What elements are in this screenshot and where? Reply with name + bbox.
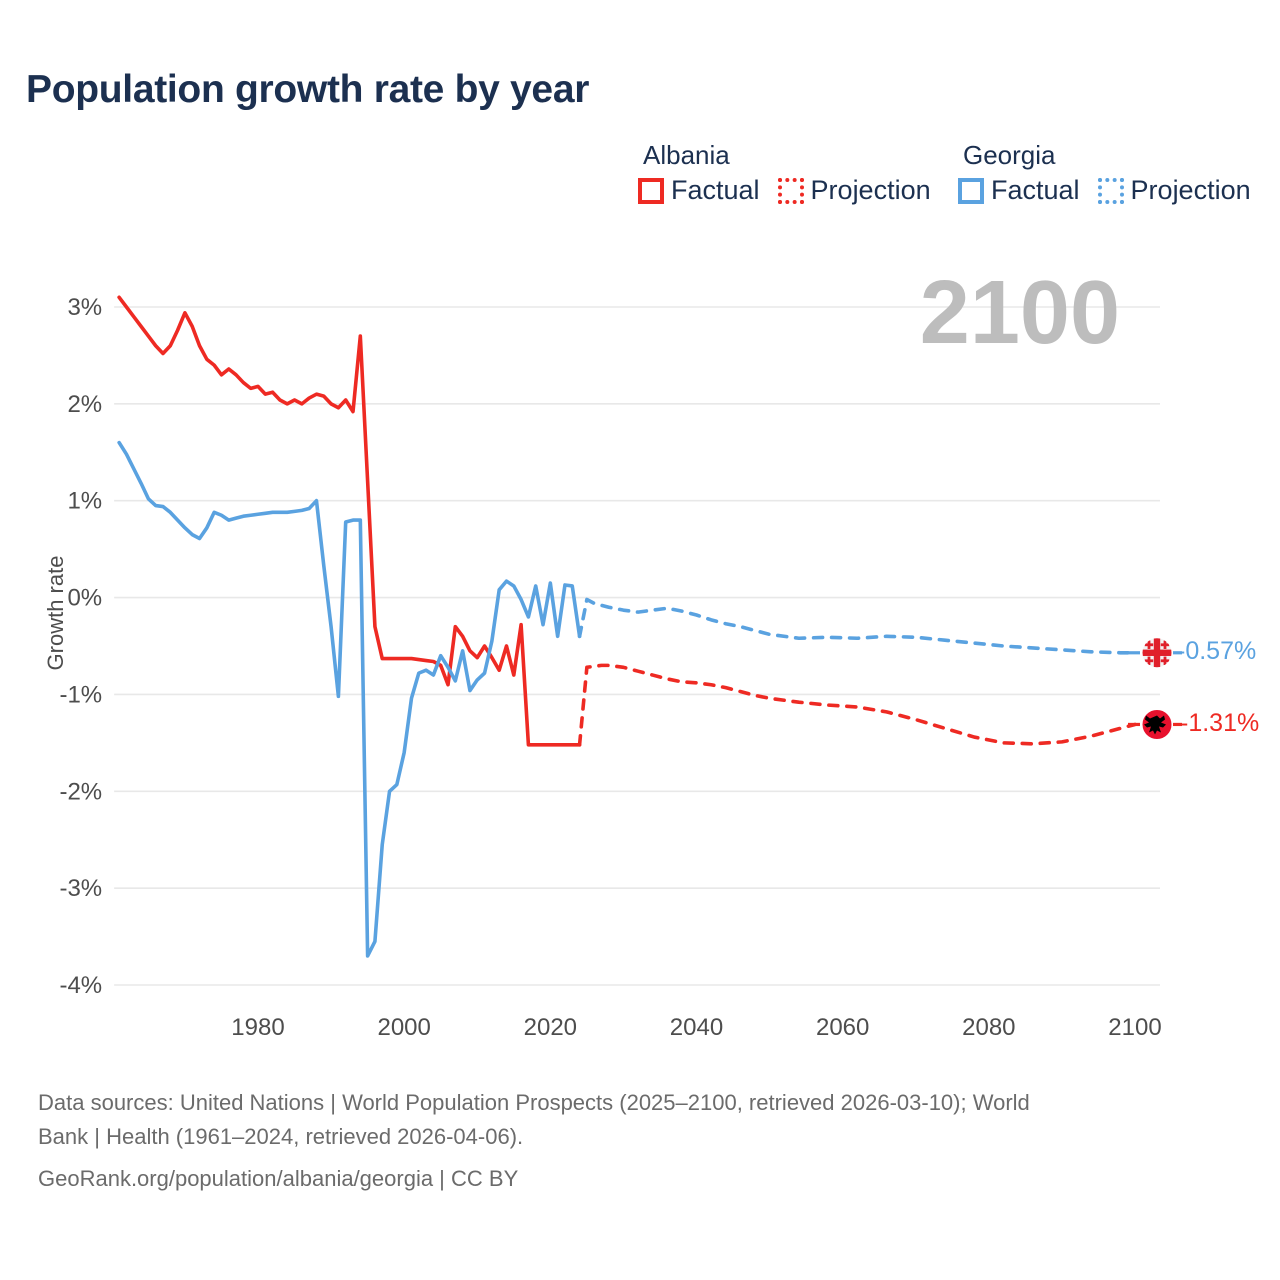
legend-label-albania-projection: Projection <box>810 175 931 205</box>
flag-icon-albania <box>1142 709 1172 740</box>
y-axis-tick-label: -2% <box>59 778 102 805</box>
y-axis-tick-label: 3% <box>67 294 102 321</box>
footer-line-2: Bank | Health (1961–2024, retrieved 2026… <box>38 1124 524 1150</box>
legend-country-georgia: Georgia <box>963 140 1056 170</box>
y-axis-tick-label: -3% <box>59 875 102 902</box>
legend-group-albania: Albania Factual Projection <box>638 140 958 206</box>
legend-swatch-solid-icon <box>958 177 984 204</box>
y-axis-title: Growth rate <box>43 555 68 671</box>
series-line-albania-factual <box>117 295 582 747</box>
legend-label-georgia-projection: Projection <box>1130 175 1251 205</box>
endpoint-label-albania: -1.31% <box>1180 709 1260 737</box>
y-axis-tick-label: 0% <box>67 585 102 612</box>
flag-icon-georgia <box>1142 637 1172 668</box>
y-axis-tick-label: 1% <box>67 488 102 515</box>
footer-line-1: Data sources: United Nations | World Pop… <box>38 1090 1030 1115</box>
footer-line-3[interactable]: GeoRank.org/population/albania/georgia |… <box>38 1166 519 1192</box>
y-axis-tick-labels: 3% 2% 1% 0% -1% -2% -3% -4% <box>59 294 102 999</box>
series-line-georgia-projection <box>577 597 1137 655</box>
x-axis-tick-label: 2060 <box>816 1014 869 1041</box>
series-line-georgia-factual <box>117 440 582 958</box>
year-watermark: 2100 <box>919 263 1120 363</box>
chart-svg: 3% 2% 1% 0% -1% -2% -3% -4% 1980 2000 2020 2040 206… <box>59 294 1182 1041</box>
legend-item-albania-factual[interactable]: Factual <box>638 175 760 206</box>
legend-label-georgia-factual: Factual <box>991 175 1080 205</box>
legend-item-georgia-projection[interactable]: Projection <box>1097 175 1251 206</box>
legend-swatch-dotted-icon <box>1097 177 1124 204</box>
x-axis-tick-label: 2040 <box>670 1014 723 1041</box>
legend-country-albania: Albania <box>643 140 730 170</box>
x-axis-tick-label: 2100 <box>1108 1014 1161 1041</box>
x-axis-tick-label: 2000 <box>377 1014 430 1041</box>
chart-footer: Data sources: United Nations | World Pop… <box>38 1086 1248 1196</box>
legend-item-albania-projection[interactable]: Projection <box>777 175 931 206</box>
legend-row-albania: Factual Projection <box>638 175 958 206</box>
endpoint-label-georgia: -0.57% <box>1177 637 1257 665</box>
y-axis-tick-label: 2% <box>67 391 102 418</box>
flag-marker-ring <box>1141 708 1173 740</box>
flag-marker-ring <box>1141 637 1173 669</box>
y-axis-tick-label: -1% <box>59 681 102 708</box>
legend-label-albania-factual: Factual <box>671 175 760 205</box>
x-axis-tick-labels: 1980 2000 2020 2040 2060 2080 2100 <box>231 1014 1161 1041</box>
x-axis-tick-label: 2080 <box>962 1014 1015 1041</box>
legend-item-georgia-factual[interactable]: Factual <box>958 175 1080 206</box>
chart-series-lines <box>117 295 1137 958</box>
legend-swatch-solid-icon <box>638 177 664 204</box>
legend-group-georgia: Georgia Factual Projection <box>958 140 1251 206</box>
page-title: Population growth rate by year <box>26 68 590 111</box>
x-axis-tick-label: 2020 <box>524 1014 577 1041</box>
legend-swatch-dotted-icon <box>777 177 804 204</box>
series-line-albania-projection <box>577 663 1137 747</box>
legend-row-georgia: Factual Projection <box>958 175 1251 206</box>
x-axis-tick-label: 1980 <box>231 1014 284 1041</box>
chart-legend: Albania Factual Projection Georgia Factu… <box>638 140 1251 206</box>
y-axis-tick-label: -4% <box>59 972 102 999</box>
chart-endpoint-markers <box>1128 637 1182 740</box>
chart-canvas: 3% 2% 1% 0% -1% -2% -3% -4% 1980 2000 2020 2040 206… <box>43 263 1260 1041</box>
